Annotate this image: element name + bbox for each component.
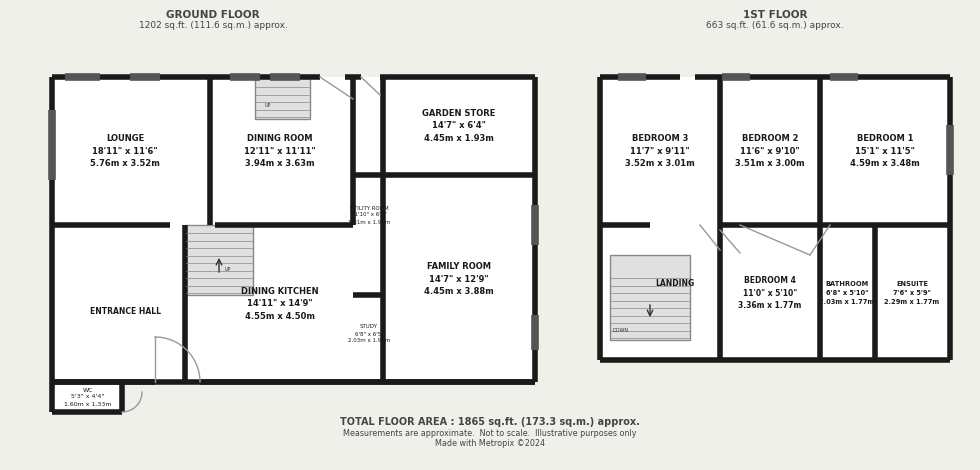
- Text: Measurements are approximate.  Not to scale.  Illustrative purposes only: Measurements are approximate. Not to sca…: [343, 430, 637, 439]
- Text: GROUND FLOOR: GROUND FLOOR: [167, 10, 260, 20]
- Bar: [255, 77, 310, 119]
- Text: 663 sq.ft. (61.6 sq.m.) approx.: 663 sq.ft. (61.6 sq.m.) approx.: [707, 22, 844, 31]
- Text: WC
5'3" x 4'4"
1.60m x 1.33m: WC 5'3" x 4'4" 1.60m x 1.33m: [65, 387, 112, 407]
- Text: ENTRANCE HALL: ENTRANCE HALL: [89, 307, 161, 316]
- Text: Made with Metropix ©2024: Made with Metropix ©2024: [435, 439, 545, 448]
- Text: DOWN: DOWN: [612, 328, 628, 333]
- Text: ENSUITE
7'6" x 5'9"
2.29m x 1.77m: ENSUITE 7'6" x 5'9" 2.29m x 1.77m: [884, 282, 940, 305]
- Text: DINING ROOM
12'11" x 11'11"
3.94m x 3.63m: DINING ROOM 12'11" x 11'11" 3.94m x 3.63…: [244, 134, 316, 168]
- Text: GARDEN STORE
14'7" x 6'4"
4.45m x 1.93m: GARDEN STORE 14'7" x 6'4" 4.45m x 1.93m: [422, 109, 496, 143]
- Bar: [610, 255, 690, 340]
- Text: BATHROOM
6'8" x 5'10"
2.03m x 1.77m: BATHROOM 6'8" x 5'10" 2.03m x 1.77m: [819, 282, 874, 305]
- Text: BEDROOM 1
15'1" x 11'5"
4.59m x 3.48m: BEDROOM 1 15'1" x 11'5" 4.59m x 3.48m: [850, 134, 920, 168]
- Bar: [52, 225, 353, 382]
- Text: STUDY
6'8" x 6'5"
2.03m x 1.96m: STUDY 6'8" x 6'5" 2.03m x 1.96m: [348, 324, 390, 344]
- Text: DINING KITCHEN
14'11" x 14'9"
4.55m x 4.50m: DINING KITCHEN 14'11" x 14'9" 4.55m x 4.…: [241, 287, 318, 321]
- Bar: [52, 77, 353, 225]
- Bar: [720, 225, 950, 360]
- Text: UTILITY ROOM
11'10" x 6'5"
3.61m x 1.96m: UTILITY ROOM 11'10" x 6'5" 3.61m x 1.96m: [348, 205, 390, 225]
- Text: 1ST FLOOR: 1ST FLOOR: [743, 10, 808, 20]
- Text: BEDROOM 4
11'0" x 5'10"
3.36m x 1.77m: BEDROOM 4 11'0" x 5'10" 3.36m x 1.77m: [738, 276, 802, 310]
- Text: TOTAL FLOOR AREA : 1865 sq.ft. (173.3 sq.m.) approx.: TOTAL FLOOR AREA : 1865 sq.ft. (173.3 sq…: [340, 417, 640, 427]
- Text: LOUNGE
18'11" x 11'6"
5.76m x 3.52m: LOUNGE 18'11" x 11'6" 5.76m x 3.52m: [90, 134, 160, 168]
- Text: BEDROOM 3
11'7" x 9'11"
3.52m x 3.01m: BEDROOM 3 11'7" x 9'11" 3.52m x 3.01m: [625, 134, 695, 168]
- Text: BEDROOM 2
11'6" x 9'10"
3.51m x 3.00m: BEDROOM 2 11'6" x 9'10" 3.51m x 3.00m: [735, 134, 805, 168]
- Bar: [600, 77, 950, 225]
- Text: UP: UP: [265, 103, 271, 108]
- Bar: [600, 225, 720, 360]
- Bar: [185, 225, 253, 295]
- Text: UP: UP: [225, 267, 231, 272]
- Text: 1202 sq.ft. (111.6 sq.m.) approx.: 1202 sq.ft. (111.6 sq.m.) approx.: [138, 22, 287, 31]
- Text: LANDING: LANDING: [656, 279, 695, 288]
- Bar: [353, 77, 383, 382]
- Bar: [383, 77, 535, 175]
- Text: FAMILY ROOM
14'7" x 12'9"
4.45m x 3.88m: FAMILY ROOM 14'7" x 12'9" 4.45m x 3.88m: [424, 262, 494, 296]
- Bar: [52, 382, 122, 412]
- Bar: [383, 175, 535, 382]
